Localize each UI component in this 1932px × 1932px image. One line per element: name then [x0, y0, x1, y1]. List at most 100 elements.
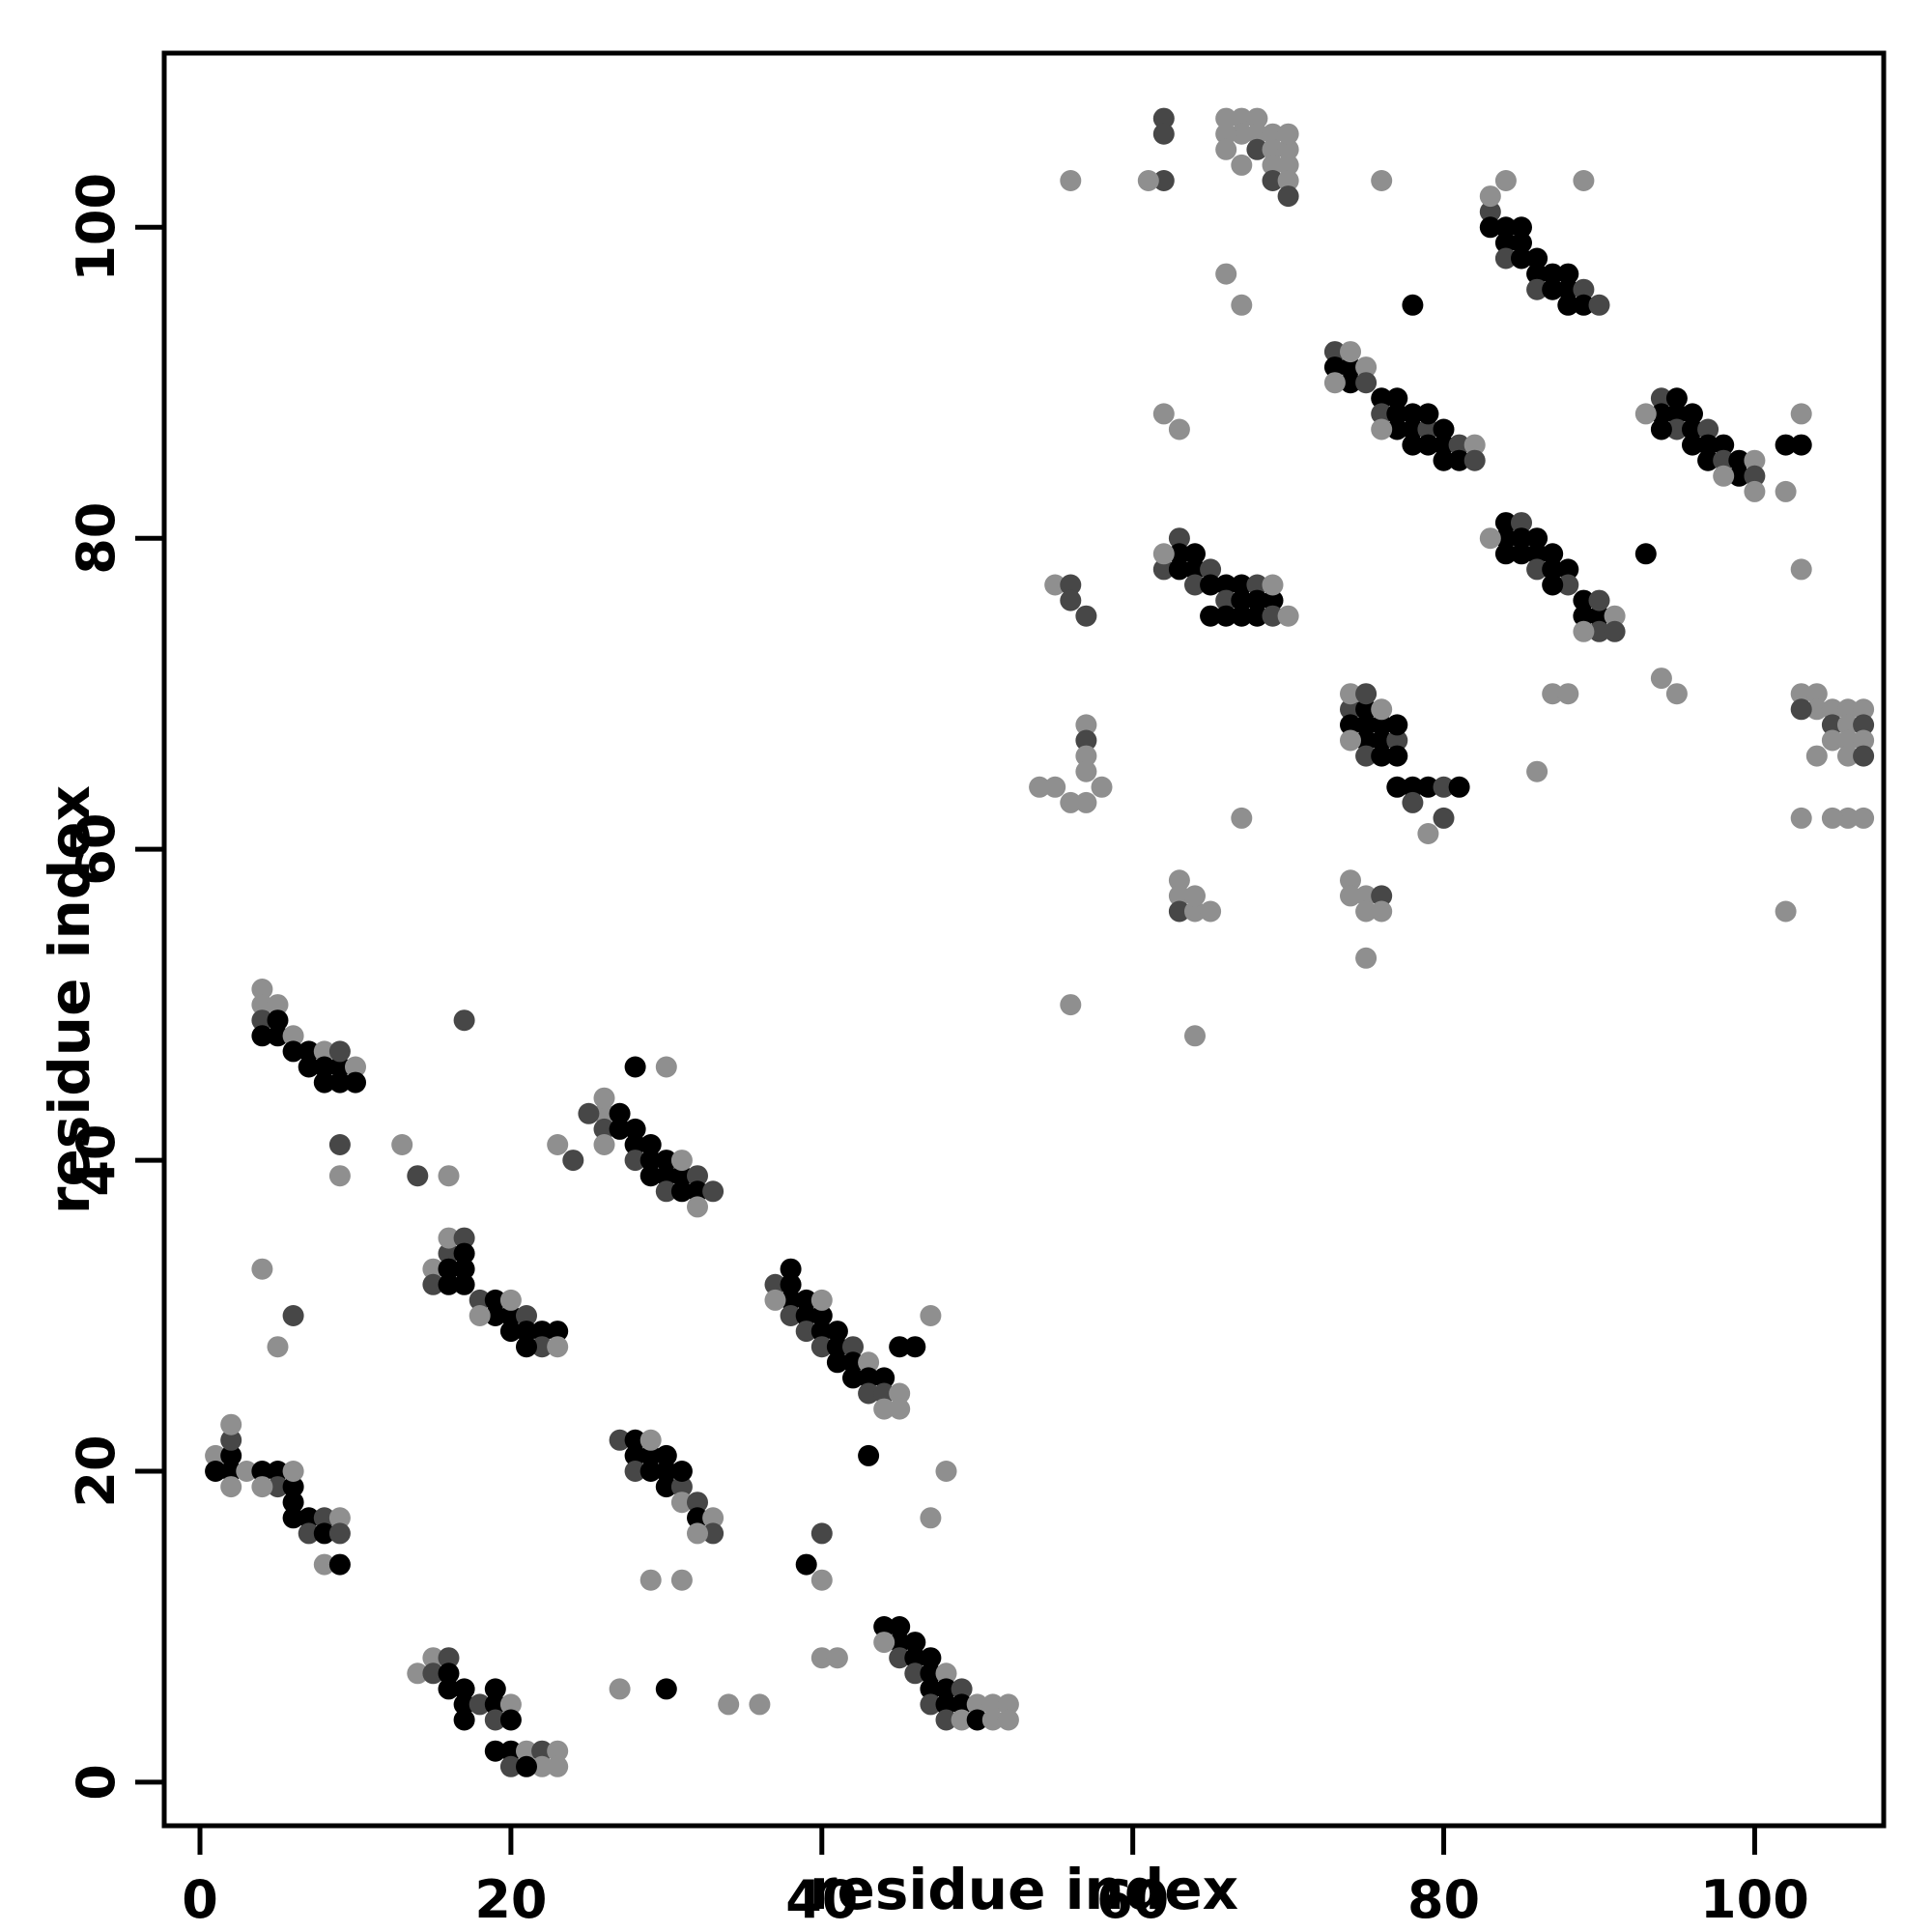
- data-point: [1526, 278, 1548, 300]
- data-point: [1231, 589, 1253, 611]
- data-point: [1542, 543, 1564, 565]
- data-point: [1494, 170, 1517, 191]
- data-point: [639, 1150, 662, 1172]
- data-point: [1665, 403, 1688, 425]
- data-point: [1231, 123, 1253, 145]
- data-point: [1402, 791, 1424, 813]
- data-point: [1463, 434, 1486, 456]
- data-point: [1511, 512, 1532, 534]
- data-point: [1200, 574, 1222, 596]
- data-point: [1262, 605, 1284, 627]
- data-point: [1262, 138, 1284, 160]
- data-point: [780, 1273, 802, 1295]
- data-point: [1355, 885, 1378, 907]
- data-point: [1200, 900, 1222, 923]
- data-point: [997, 1709, 1019, 1731]
- data-point: [1557, 683, 1579, 705]
- data-point: [920, 1305, 942, 1326]
- y-tick-label: 80: [66, 502, 127, 575]
- data-point: [1526, 263, 1548, 285]
- data-point: [858, 1444, 880, 1466]
- data-point: [624, 1444, 646, 1466]
- data-point: [453, 1709, 475, 1731]
- data-point: [670, 1461, 693, 1482]
- data-point: [670, 1492, 693, 1514]
- data-point: [531, 1321, 554, 1343]
- data-point: [951, 1709, 973, 1731]
- data-point: [1386, 729, 1408, 752]
- data-point: [484, 1709, 506, 1731]
- data-point: [810, 1336, 833, 1358]
- data-point: [1355, 372, 1378, 394]
- data-point: [1029, 776, 1051, 798]
- data-point: [1277, 123, 1299, 145]
- data-point: [1573, 620, 1595, 642]
- data-point: [1697, 449, 1719, 471]
- data-point: [889, 1647, 911, 1669]
- data-point: [1277, 605, 1299, 627]
- data-point: [1417, 403, 1439, 425]
- data-point: [1697, 434, 1719, 456]
- data-point: [1821, 729, 1843, 752]
- data-point: [670, 1165, 693, 1187]
- data-point: [1448, 776, 1470, 798]
- data-point: [220, 1444, 242, 1466]
- data-point: [1682, 403, 1703, 425]
- data-point: [687, 1492, 708, 1514]
- data-point: [438, 1662, 460, 1685]
- data-point: [624, 1118, 646, 1140]
- data-point: [1200, 558, 1222, 581]
- data-point: [328, 1507, 351, 1529]
- data-point: [687, 1180, 708, 1203]
- data-point: [639, 1134, 662, 1155]
- data-point: [1246, 107, 1268, 129]
- data-point: [453, 1227, 475, 1249]
- data-point: [920, 1507, 942, 1529]
- data-point: [1526, 760, 1548, 782]
- data-point: [1075, 729, 1097, 752]
- data-point: [1588, 605, 1610, 627]
- data-point: [313, 1040, 335, 1063]
- data-point: [609, 1678, 631, 1700]
- data-point: [1494, 232, 1517, 254]
- data-point: [1152, 123, 1175, 145]
- data-point: [407, 1165, 429, 1187]
- data-point: [1075, 745, 1097, 767]
- data-point: [1340, 885, 1361, 907]
- data-point: [1340, 356, 1361, 379]
- data-point: [1417, 434, 1439, 456]
- data-point: [1402, 418, 1424, 440]
- data-point: [920, 1647, 942, 1669]
- data-point: [639, 1461, 662, 1482]
- data-point: [1604, 620, 1626, 642]
- data-point: [547, 1321, 569, 1343]
- data-point: [655, 1165, 677, 1187]
- data-point: [1060, 589, 1082, 611]
- data-point: [438, 1242, 460, 1264]
- data-point: [1168, 869, 1190, 892]
- data-point: [1744, 449, 1766, 471]
- data-point: [1604, 605, 1626, 627]
- data-point: [267, 1025, 289, 1047]
- data-point: [1402, 434, 1424, 456]
- data-point: [702, 1507, 724, 1529]
- data-point: [1526, 558, 1548, 581]
- data-point: [655, 1678, 677, 1700]
- data-point: [655, 1461, 677, 1482]
- data-point: [920, 1662, 942, 1685]
- data-point: [1184, 900, 1206, 923]
- data-point: [499, 1709, 522, 1731]
- data-point: [687, 1165, 708, 1187]
- data-point: [702, 1522, 724, 1545]
- data-point: [780, 1289, 802, 1311]
- data-point: [1386, 403, 1408, 425]
- data-point: [1060, 170, 1082, 191]
- data-point: [1573, 605, 1595, 627]
- data-point: [438, 1647, 460, 1669]
- data-point: [1511, 527, 1532, 550]
- data-point: [484, 1740, 506, 1762]
- data-point: [1075, 605, 1097, 627]
- data-point: [1557, 263, 1579, 285]
- data-point: [298, 1507, 320, 1529]
- data-point: [826, 1336, 848, 1358]
